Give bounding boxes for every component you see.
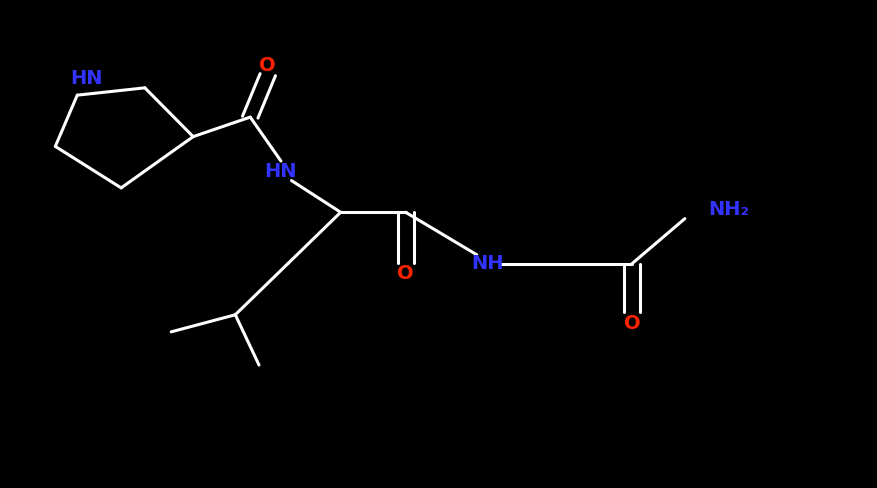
Text: O: O xyxy=(260,57,275,75)
Text: HN: HN xyxy=(264,163,297,181)
Text: O: O xyxy=(397,264,413,283)
Text: HN: HN xyxy=(69,69,103,87)
Text: O: O xyxy=(624,314,639,332)
Text: NH: NH xyxy=(470,254,503,273)
Text: NH₂: NH₂ xyxy=(708,201,748,219)
